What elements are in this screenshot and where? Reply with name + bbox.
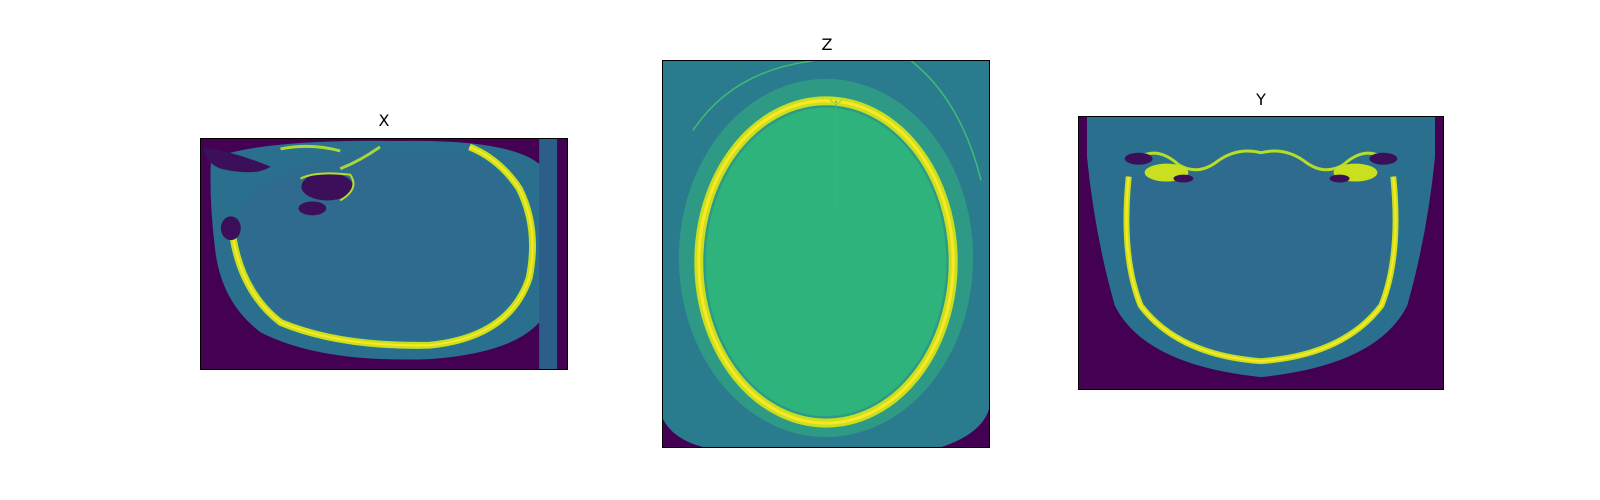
axial-ct-slice xyxy=(662,60,990,448)
axial-ct-image xyxy=(663,61,989,447)
coronal-ct-slice xyxy=(1078,116,1444,390)
sagittal-ct-slice xyxy=(200,138,568,370)
panel-title-y: Y xyxy=(1256,90,1266,109)
sagittal-ct-image xyxy=(201,139,567,369)
panel-title-x: X xyxy=(378,111,390,130)
coronal-ct-image xyxy=(1079,117,1443,389)
panel-title-z: Z xyxy=(821,35,833,54)
